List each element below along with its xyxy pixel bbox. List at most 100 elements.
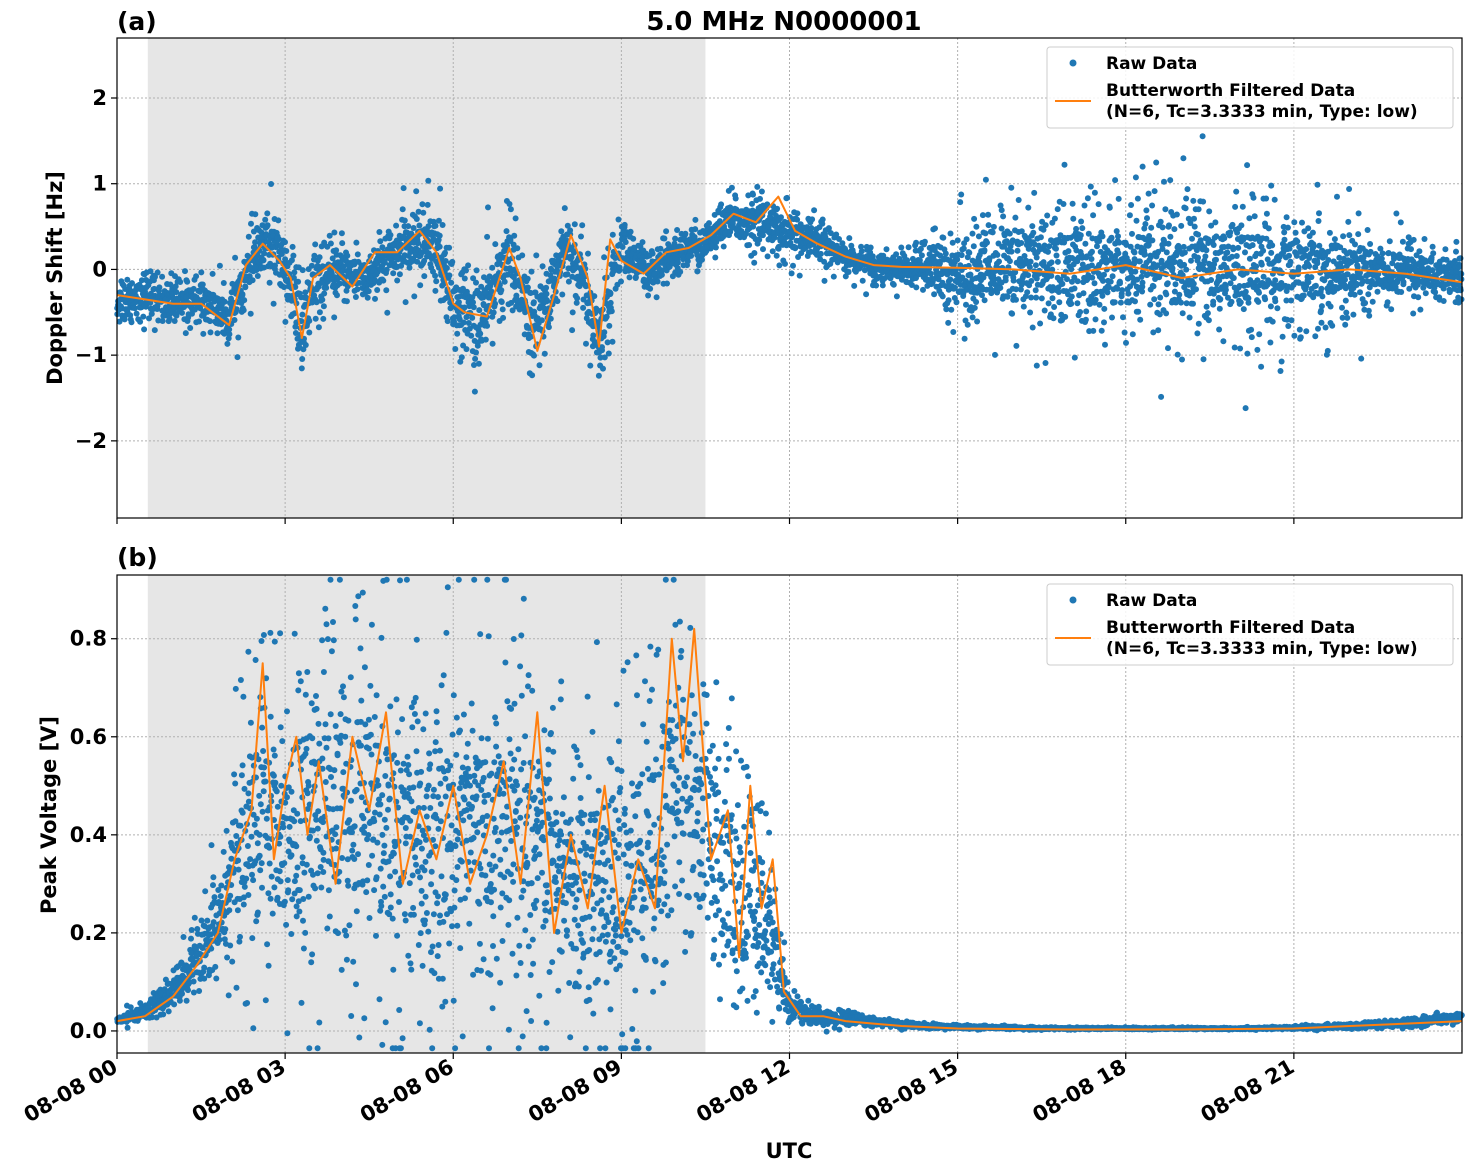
raw-data-point <box>1346 232 1352 238</box>
raw-data-point <box>200 331 206 337</box>
raw-data-point <box>1256 290 1262 296</box>
raw-data-point <box>321 291 327 297</box>
raw-data-point <box>1211 242 1217 248</box>
raw-data-point <box>601 254 607 260</box>
raw-data-point <box>483 337 489 343</box>
raw-data-point <box>1328 304 1334 310</box>
raw-data-point <box>1358 356 1364 362</box>
raw-data-point <box>1139 289 1145 295</box>
raw-data-point <box>1453 249 1459 255</box>
raw-data-point <box>1068 301 1074 307</box>
raw-data-point <box>1030 239 1036 245</box>
raw-data-point <box>1081 290 1087 296</box>
raw-data-point <box>327 914 333 920</box>
raw-data-point <box>474 267 480 273</box>
raw-data-point <box>1259 262 1265 268</box>
raw-data-point <box>221 280 227 286</box>
raw-data-point <box>1415 294 1421 300</box>
raw-data-point <box>210 874 216 880</box>
raw-data-point <box>1123 340 1129 346</box>
raw-data-point <box>210 271 216 277</box>
raw-data-point <box>261 632 267 638</box>
raw-data-point <box>181 934 187 940</box>
raw-data-point <box>1274 305 1280 311</box>
raw-data-point <box>281 247 287 253</box>
raw-data-point <box>1270 319 1276 325</box>
raw-data-point <box>1043 360 1049 366</box>
raw-data-point <box>1286 253 1292 259</box>
raw-data-point <box>260 809 266 815</box>
raw-data-point <box>1055 206 1061 212</box>
raw-data-point <box>868 245 874 251</box>
raw-data-point <box>1205 310 1211 316</box>
raw-data-point <box>970 231 976 237</box>
raw-data-point <box>291 269 297 275</box>
raw-data-point <box>1049 259 1055 265</box>
raw-data-point <box>387 703 393 709</box>
raw-data-point <box>1365 291 1371 297</box>
raw-data-point <box>1246 300 1252 306</box>
raw-data-point <box>677 269 683 275</box>
raw-data-point <box>296 345 302 351</box>
raw-data-point <box>1101 319 1107 325</box>
raw-data-point <box>1022 253 1028 259</box>
raw-data-point <box>1146 191 1152 197</box>
raw-data-point <box>940 280 946 286</box>
raw-data-point <box>579 222 585 228</box>
raw-data-point <box>776 262 782 268</box>
raw-data-point <box>362 664 368 670</box>
raw-data-point <box>266 963 272 969</box>
raw-data-point <box>859 248 865 254</box>
raw-data-point <box>1162 206 1168 212</box>
raw-data-point <box>544 298 550 304</box>
raw-data-point <box>1159 266 1165 272</box>
raw-data-point <box>242 284 248 290</box>
raw-data-point <box>1206 317 1212 323</box>
raw-data-point <box>1416 248 1422 254</box>
raw-data-point <box>1147 302 1153 308</box>
raw-data-point <box>1285 225 1291 231</box>
raw-data-point <box>1035 249 1041 255</box>
raw-data-point <box>1218 264 1224 270</box>
raw-data-point <box>271 301 277 307</box>
raw-data-point <box>782 261 788 267</box>
raw-data-point <box>627 274 633 280</box>
raw-data-point <box>988 290 994 296</box>
raw-data-point <box>248 720 254 726</box>
raw-data-point <box>809 216 815 222</box>
raw-data-point <box>1167 177 1173 183</box>
raw-data-point <box>760 232 766 238</box>
raw-data-point <box>1134 218 1140 224</box>
raw-data-point <box>1315 326 1321 332</box>
raw-data-point <box>1042 308 1048 314</box>
raw-data-point <box>1344 315 1350 321</box>
raw-data-point <box>1264 211 1270 217</box>
raw-data-point <box>445 318 451 324</box>
raw-data-point <box>1161 179 1167 185</box>
raw-data-point <box>572 221 578 227</box>
raw-data-point <box>339 230 345 236</box>
raw-data-point <box>306 1045 312 1051</box>
raw-data-point <box>1212 235 1218 241</box>
raw-data-point <box>238 677 244 683</box>
raw-data-point <box>226 327 232 333</box>
raw-data-point <box>344 957 350 963</box>
raw-data-point <box>289 896 295 902</box>
raw-data-point <box>301 339 307 345</box>
raw-data-point <box>1056 299 1062 305</box>
raw-data-point <box>1070 216 1076 222</box>
raw-data-point <box>1031 190 1037 196</box>
raw-data-point <box>306 330 312 336</box>
raw-data-point <box>465 262 471 268</box>
raw-data-point <box>1365 227 1371 233</box>
raw-data-point <box>1272 277 1278 283</box>
raw-data-point <box>1266 261 1272 267</box>
raw-data-point <box>1301 285 1307 291</box>
raw-data-point <box>1215 250 1221 256</box>
raw-data-point <box>1442 246 1448 252</box>
raw-data-point <box>1232 204 1238 210</box>
raw-data-point <box>610 339 616 345</box>
raw-data-point <box>1247 244 1253 250</box>
raw-data-point <box>414 237 420 243</box>
raw-data-point <box>757 196 763 202</box>
